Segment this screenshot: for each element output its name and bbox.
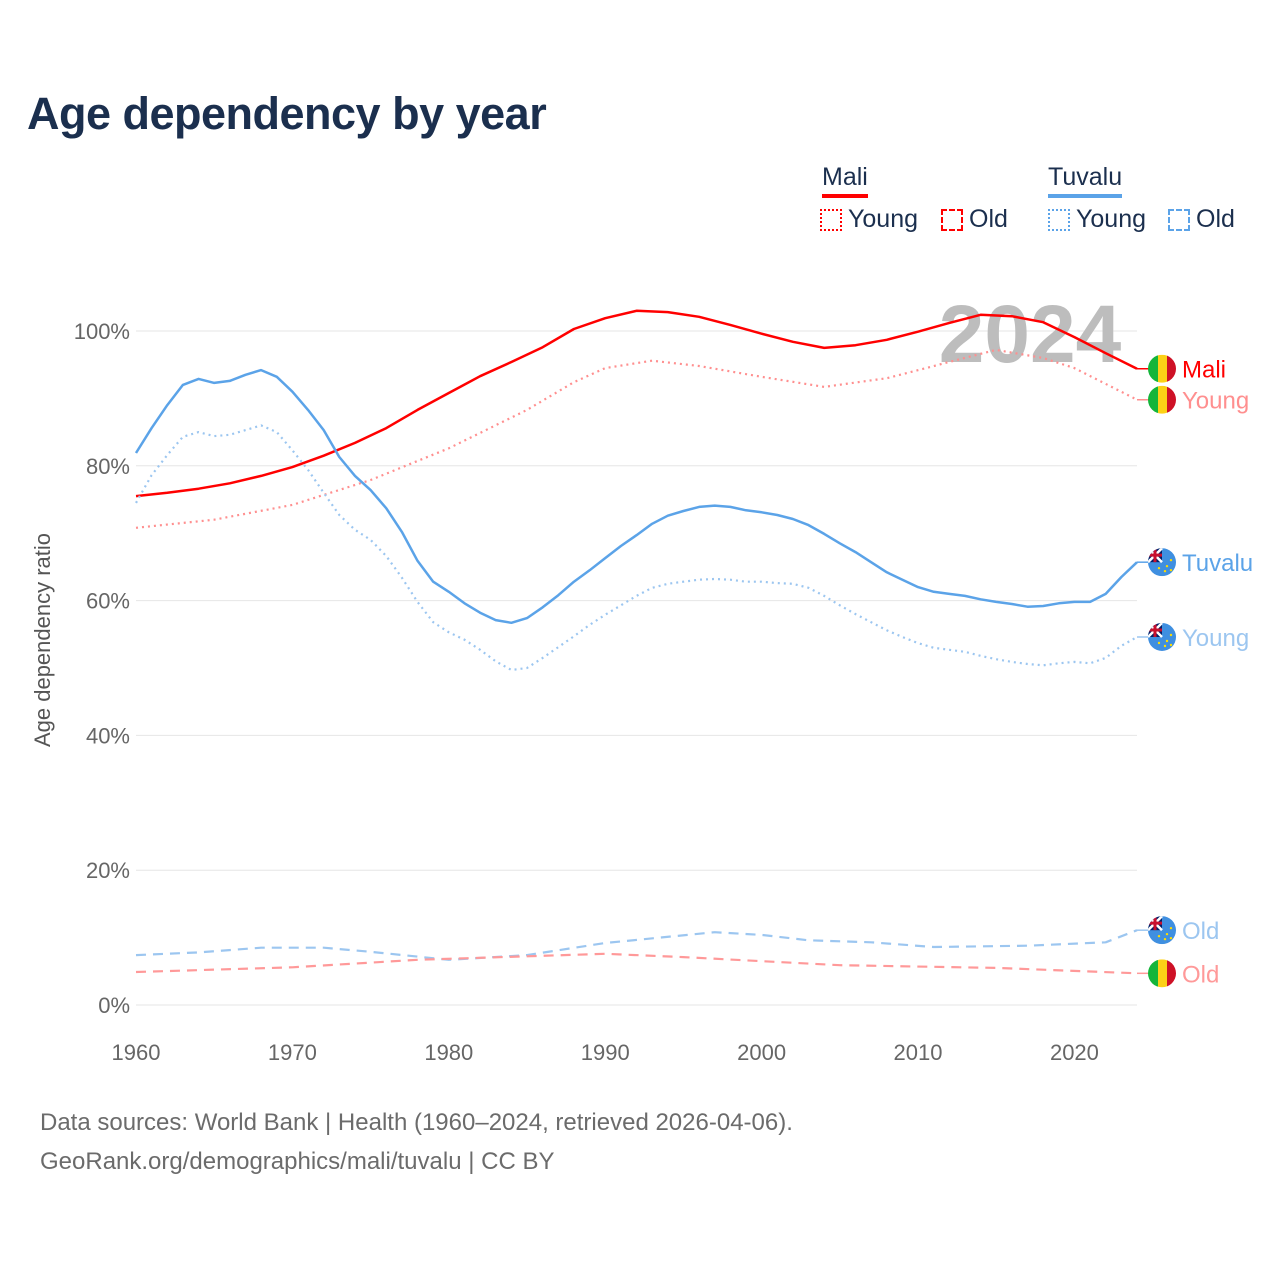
legend-country-mali[interactable]: Mali (822, 163, 868, 198)
tuvalu-flag-icon (1148, 916, 1176, 945)
end-label: Old (1182, 918, 1219, 945)
series-line-mali-young[interactable] (135, 348, 1138, 529)
end-label: Mali (1182, 357, 1226, 384)
legend-tuvalu-young[interactable]: Young (1048, 205, 1146, 234)
y-tick-label: 80% (86, 454, 130, 479)
legend-label: Old (1196, 205, 1235, 233)
series-line-tuvalu[interactable] (134, 368, 1138, 625)
year-watermark: 2024 (939, 289, 1122, 380)
mali-flag-icon (1148, 959, 1176, 988)
series-line-mali[interactable] (135, 309, 1138, 498)
dashed-swatch-icon (1168, 208, 1190, 231)
series-line-mali-old[interactable] (135, 952, 1138, 975)
end-label: Young (1182, 388, 1249, 415)
x-tick-label: 2010 (894, 1040, 943, 1065)
x-tick-label: 1980 (424, 1040, 473, 1065)
end-label: Young (1182, 625, 1249, 652)
legend-label: Young (848, 205, 918, 233)
footer-attribution[interactable]: GeoRank.org/demographics/mali/tuvalu | C… (40, 1148, 555, 1175)
x-tick-label: 1970 (268, 1040, 317, 1065)
y-axis-label: Age dependency ratio (30, 533, 55, 747)
legend-label: Young (1076, 205, 1146, 233)
legend-mali-old[interactable]: Old (941, 205, 1008, 234)
x-tick-label: 2020 (1050, 1040, 1099, 1065)
end-label: Tuvalu (1182, 550, 1253, 577)
y-tick-label: 40% (86, 723, 130, 748)
footer-sources: Data sources: World Bank | Health (1960–… (40, 1109, 793, 1136)
chart-title: Age dependency by year (27, 88, 547, 139)
legend-country-tuvalu[interactable]: Tuvalu (1048, 163, 1123, 198)
mali-flag-icon (1148, 385, 1176, 414)
dotted-swatch-icon (1048, 208, 1070, 231)
end-label: Old (1182, 961, 1219, 988)
series-line-tuvalu-young[interactable] (135, 424, 1138, 672)
y-tick-label: 20% (86, 858, 130, 883)
y-tick-label: 100% (74, 319, 130, 344)
x-tick-label: 1960 (112, 1040, 161, 1065)
tuvalu-flag-icon (1148, 622, 1176, 651)
dashed-swatch-icon (941, 208, 963, 231)
dotted-swatch-icon (820, 208, 842, 231)
legend-tuvalu-old[interactable]: Old (1168, 205, 1235, 234)
tuvalu-flag-icon (1148, 548, 1176, 577)
x-tick-label: 1990 (581, 1040, 630, 1065)
mali-flag-icon (1148, 354, 1176, 383)
series-line-tuvalu-old[interactable] (135, 929, 1138, 961)
legend-mali-young[interactable]: Young (820, 205, 918, 234)
y-tick-label: 0% (98, 993, 130, 1018)
y-tick-label: 60% (86, 589, 130, 614)
line-chart: 0% 20% 40% 60% 80% 100% 1960 1970 1980 1990 2000 20… (30, 289, 1253, 1065)
x-tick-label: 2000 (737, 1040, 786, 1065)
legend-label: Old (969, 205, 1008, 233)
